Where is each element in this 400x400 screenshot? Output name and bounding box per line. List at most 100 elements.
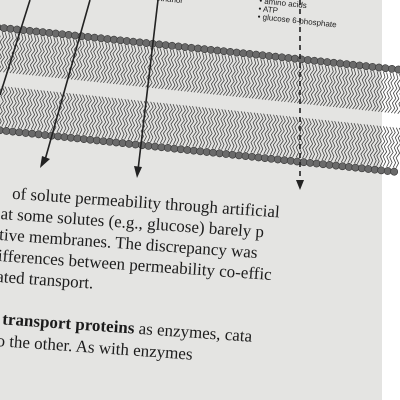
lipid-tail — [78, 94, 86, 135]
lipid-tail — [225, 55, 234, 96]
lipid-tail — [61, 38, 69, 79]
lipid-tail — [192, 106, 199, 147]
lipid-tail — [305, 118, 312, 159]
lipid-tail — [246, 112, 254, 153]
lipid-tail — [259, 113, 267, 154]
lipid-tail — [175, 104, 183, 145]
lipid-tail — [101, 96, 109, 138]
lipid-tail — [50, 91, 57, 132]
lipid-tail — [193, 52, 201, 93]
lipid-tail — [319, 65, 328, 106]
lipid-tail — [277, 61, 285, 102]
lipid-tail — [75, 94, 83, 135]
lipid-tail — [40, 90, 47, 131]
lipid-tail — [24, 88, 31, 130]
lipid-tail — [295, 117, 303, 158]
lipid-tail — [166, 103, 173, 144]
lipid-tail — [180, 51, 189, 92]
lipid-tail — [65, 93, 73, 134]
lipid-tail — [135, 46, 143, 87]
lipid-tail — [324, 120, 332, 161]
lipid-tail — [300, 63, 308, 104]
lipid-tail — [316, 65, 324, 106]
lipid-tail — [0, 31, 5, 72]
lipid-tail — [143, 101, 151, 142]
lipid-tail — [365, 70, 373, 111]
lipid-tail — [373, 125, 380, 166]
arrow — [0, 0, 31, 96]
lipid-tail — [309, 64, 318, 105]
lipid-tail — [219, 55, 227, 96]
lipid-tail — [326, 66, 334, 107]
lipid-tail — [109, 43, 117, 84]
lipid-tail — [115, 44, 124, 85]
lipid-tail — [387, 72, 395, 113]
lipid-tail — [159, 103, 167, 144]
lipid-tail — [284, 62, 292, 103]
lipid-tail — [384, 72, 392, 113]
lipid-tail — [162, 103, 170, 144]
lipid-tail — [124, 99, 131, 140]
arrow — [137, 0, 159, 171]
lipid-tail — [195, 106, 202, 147]
lipid-tail — [28, 35, 37, 76]
lipid-tail — [187, 51, 195, 92]
lipid-tail — [51, 37, 59, 78]
lipid-tail — [154, 48, 163, 89]
lipid-tail — [25, 34, 33, 75]
paper-edge — [382, 0, 400, 400]
lipid-tail — [185, 105, 193, 146]
lipid-tail — [111, 97, 118, 139]
lipid-tail — [222, 55, 231, 96]
lipid-tail — [253, 112, 260, 154]
lipid-tail — [127, 99, 135, 140]
lipid-tail — [48, 37, 56, 78]
lipid-tail — [390, 73, 399, 114]
lipid-tail — [44, 36, 53, 77]
lipid-tail — [197, 52, 205, 93]
lipid-tail — [248, 58, 257, 99]
lipid-tail — [237, 111, 245, 152]
membrane — [0, 23, 400, 176]
lipid-tail — [287, 62, 295, 103]
lipid-tail — [182, 105, 189, 146]
lipid-tail — [227, 110, 235, 151]
lipid-tail — [308, 118, 316, 159]
lipid-tail — [41, 36, 50, 77]
lipid-tail — [112, 44, 121, 85]
lipid-tail — [82, 94, 89, 136]
lipid-tail — [361, 70, 370, 111]
lipid-tail — [138, 46, 147, 87]
lipid-tail — [332, 67, 341, 108]
lipid-tail — [289, 116, 296, 157]
lipid-tail — [353, 123, 361, 164]
lipid-tail — [322, 66, 331, 107]
arrow-head — [40, 156, 50, 168]
lipid-tail — [303, 64, 311, 105]
lipid-tail — [167, 49, 176, 90]
lipid-tail — [16, 33, 24, 74]
lipid-tail — [17, 88, 25, 129]
lipid-tail — [43, 90, 51, 132]
lipid-tail — [318, 119, 325, 160]
lipid-tail — [200, 53, 208, 94]
arrow — [44, 0, 91, 161]
lipid-tail — [77, 40, 85, 81]
lipid-tail — [382, 126, 390, 167]
lipid-tail — [83, 40, 92, 81]
text-segment: l — [0, 309, 3, 329]
lipid-tail — [169, 104, 176, 145]
lipid-tail — [290, 62, 298, 103]
lipid-tail — [356, 123, 364, 164]
molecule-label: • ethanol — [151, 0, 183, 5]
lipid-tail — [381, 72, 389, 113]
lipid-tail — [392, 127, 400, 168]
lipid-tail — [35, 35, 43, 76]
lipid-tail — [179, 105, 186, 146]
lipid-tail — [27, 89, 34, 130]
lipid-tail — [137, 100, 144, 141]
lipid-tail — [57, 38, 66, 79]
lipid-tail — [293, 63, 302, 104]
lipid-tail — [67, 39, 76, 80]
